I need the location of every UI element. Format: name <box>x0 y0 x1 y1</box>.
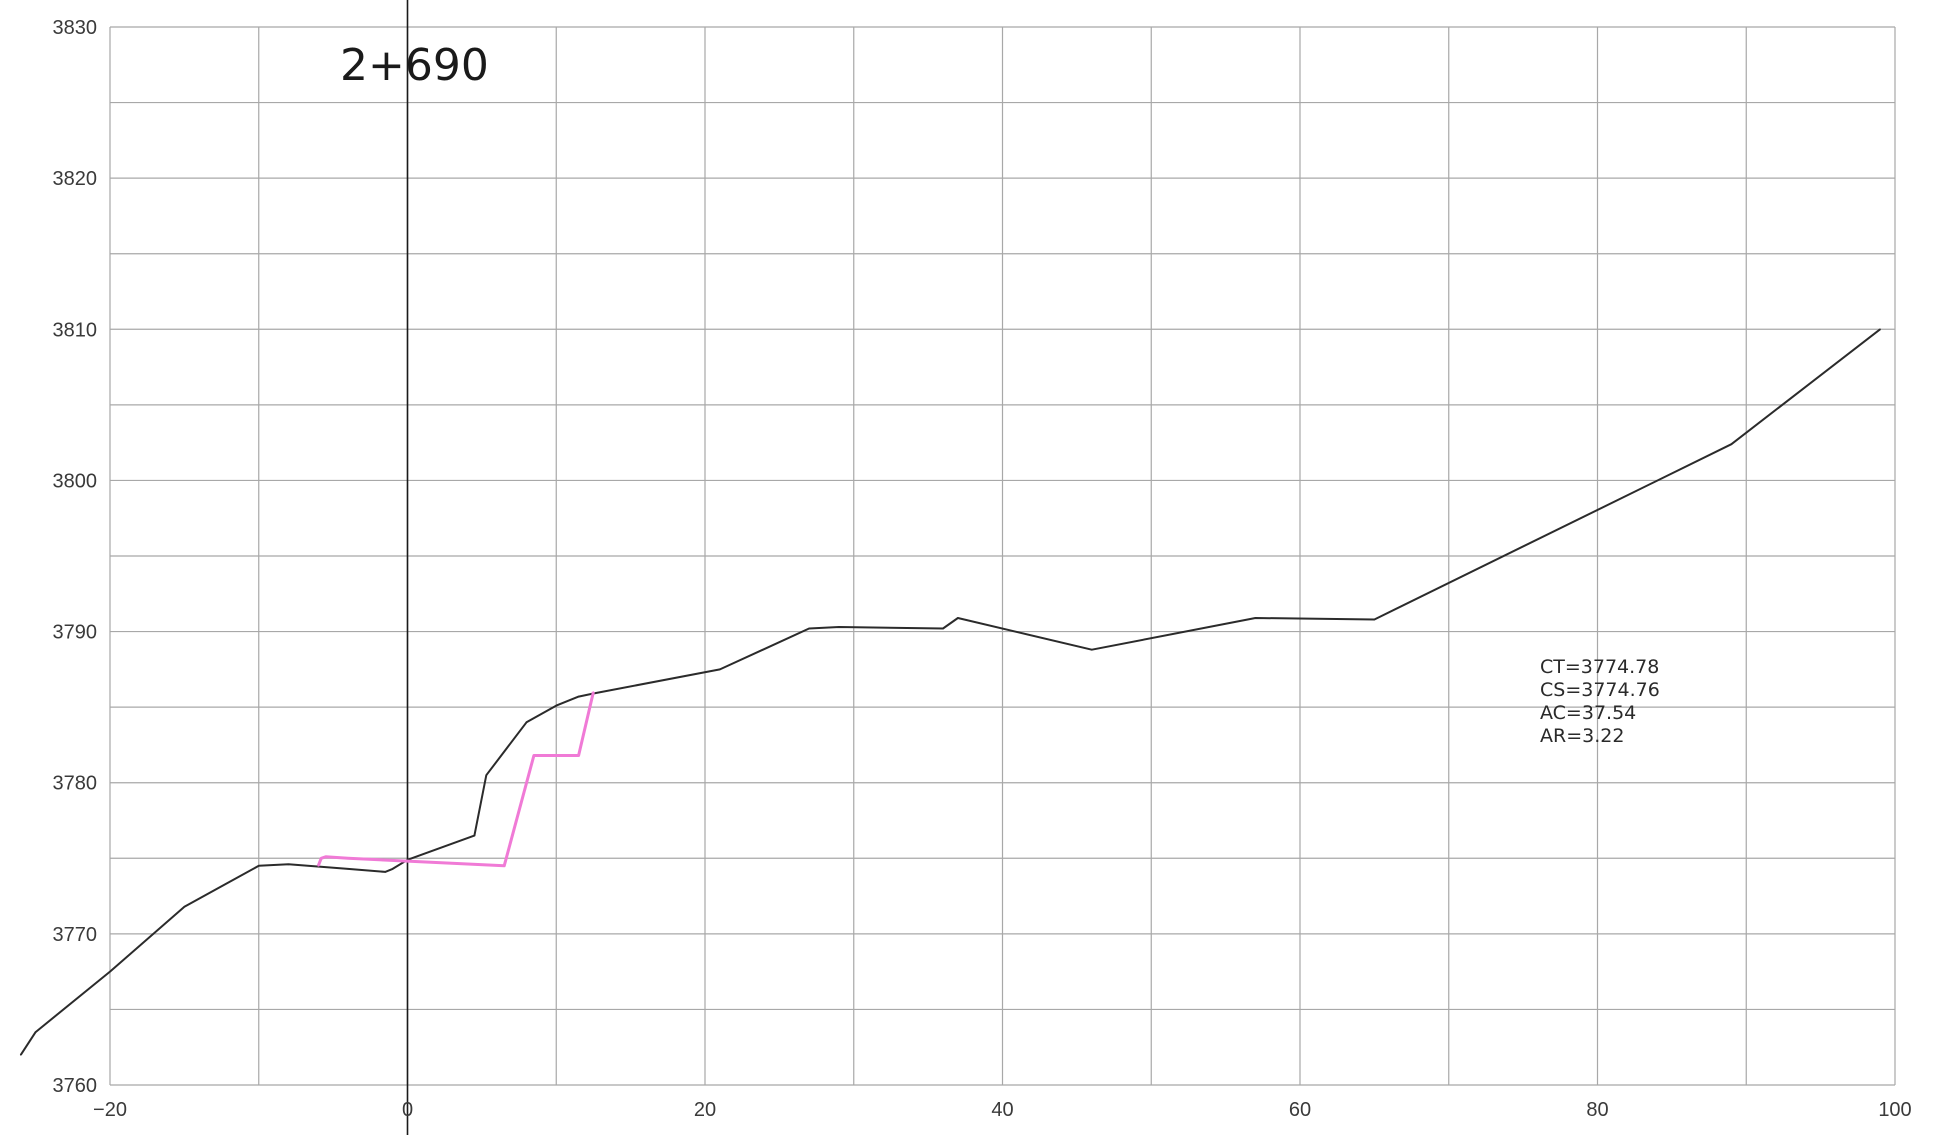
y-tick-label: 3830 <box>53 17 98 39</box>
annotation-line: AC=37.54 <box>1540 702 1636 724</box>
grid <box>109 26 1896 1086</box>
data-point-ground <box>1730 443 1733 445</box>
data-point-ground <box>719 668 721 671</box>
data-point-ground <box>391 868 394 870</box>
data-point-ground <box>34 1031 37 1033</box>
x-tick-label: 100 <box>1878 1099 1911 1121</box>
data-point-ground <box>183 905 186 908</box>
data-point-design <box>320 857 323 860</box>
annotation-line: AR=3.22 <box>1540 725 1624 747</box>
data-point-design <box>347 857 349 860</box>
x-tick-label: 80 <box>1586 1099 1608 1121</box>
y-axis-ticks: 3760 3770 3780 3790 3800 3810 3820 3830 <box>53 17 98 1097</box>
x-tick-label: 40 <box>991 1099 1013 1121</box>
annotation-line: CS=3774.76 <box>1540 679 1660 701</box>
station-title: 2+690 <box>340 40 489 91</box>
data-point-design <box>503 865 505 867</box>
series-layer <box>19 328 1881 1056</box>
data-point-design <box>317 865 320 867</box>
data-point-ground <box>1254 617 1257 619</box>
data-point-ground <box>555 704 558 707</box>
data-point-ground <box>485 774 488 776</box>
y-tick-label: 3760 <box>53 1075 98 1097</box>
data-point-design <box>533 754 535 757</box>
x-axis-ticks: −20 0 20 40 60 80 100 <box>93 1099 1912 1121</box>
series-line-ground <box>19 328 1881 1056</box>
data-point-ground <box>942 627 944 630</box>
annotation-line: CT=3774.78 <box>1540 656 1659 678</box>
y-tick-label: 3810 <box>53 319 98 341</box>
data-point-ground <box>525 721 528 724</box>
data-point-ground <box>808 627 810 630</box>
data-point-ground <box>19 1053 22 1056</box>
data-point-ground <box>838 626 840 628</box>
y-tick-label: 3770 <box>53 924 98 946</box>
x-tick-label: 60 <box>1289 1099 1311 1121</box>
data-point-ground <box>287 863 290 866</box>
data-point-ground <box>577 695 580 698</box>
data-point-ground <box>1879 328 1881 331</box>
y-tick-label: 3820 <box>53 168 98 190</box>
y-tick-label: 3800 <box>53 470 98 492</box>
x-tick-label: 0 <box>402 1099 413 1121</box>
data-point-design <box>324 855 327 858</box>
x-tick-label: 20 <box>694 1099 716 1121</box>
data-point-ground <box>347 868 349 870</box>
y-tick-label: 3780 <box>53 773 98 795</box>
data-point-ground <box>957 617 959 619</box>
data-point-ground <box>109 970 111 973</box>
data-point-design <box>592 691 595 693</box>
data-point-ground <box>384 871 386 873</box>
x-tick-label: −20 <box>93 1099 127 1121</box>
data-point-ground <box>257 865 260 867</box>
data-point-ground <box>1090 648 1093 651</box>
y-tick-label: 3790 <box>53 622 98 644</box>
data-point-ground <box>1373 618 1376 621</box>
data-point-ground <box>473 834 476 837</box>
data-point-design <box>577 754 580 757</box>
